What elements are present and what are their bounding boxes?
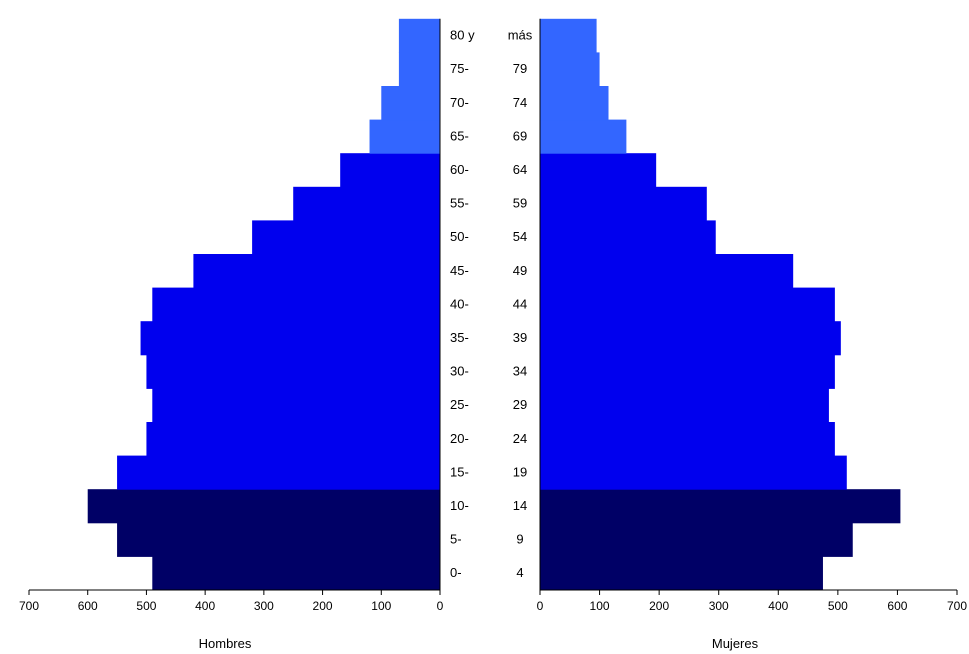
male-bar-1 [117,523,440,557]
male-bar-0 [152,556,440,590]
age-label-start-10: 50- [450,229,469,244]
age-label-end-13: 69 [513,128,527,143]
female-bar-16 [540,19,597,53]
age-label-start-7: 35- [450,330,469,345]
x-tick-label-right-0: 0 [537,599,544,613]
female-bar-9 [540,254,793,288]
female-bar-2 [540,489,900,523]
age-label-start-0: 0- [450,565,462,580]
male-bar-9 [193,254,440,288]
female-bar-3 [540,456,847,490]
female-bar-0 [540,556,823,590]
age-label-start-3: 15- [450,464,469,479]
x-tick-label-left-5: 200 [313,599,333,613]
female-bar-15 [540,52,600,86]
age-label-end-10: 54 [513,229,527,244]
age-label-end-9: 49 [513,263,527,278]
age-label-start-15: 75- [450,61,469,76]
male-bars [88,19,440,591]
male-bar-7 [141,321,440,355]
female-bar-7 [540,321,841,355]
age-label-end-14: 74 [513,95,527,110]
age-label-start-2: 10- [450,498,469,513]
male-bar-14 [381,86,440,120]
age-label-end-3: 19 [513,464,527,479]
age-label-end-0: 4 [516,565,523,580]
female-bar-1 [540,523,853,557]
x-tick-label-right-4: 400 [768,599,788,613]
male-bar-16 [399,19,440,53]
x-tick-label-left-1: 600 [78,599,98,613]
x-tick-label-right-3: 300 [709,599,729,613]
age-label-start-11: 55- [450,196,469,211]
male-bar-6 [146,355,440,389]
male-bar-3 [117,456,440,490]
female-bar-5 [540,388,829,422]
male-bar-4 [146,422,440,456]
x-tick-label-left-4: 300 [254,599,274,613]
female-bars [540,19,900,591]
age-label-end-4: 24 [513,431,527,446]
age-label-start-9: 45- [450,263,469,278]
x-tick-label-right-5: 500 [828,599,848,613]
x-tick-label-right-1: 100 [590,599,610,613]
age-label-start-1: 5- [450,532,462,547]
age-label-end-5: 29 [513,397,527,412]
age-label-start-5: 25- [450,397,469,412]
age-label-start-13: 65- [450,128,469,143]
age-label-end-1: 9 [516,532,523,547]
male-bar-5 [152,388,440,422]
female-bar-11 [540,187,707,221]
x-tick-label-left-2: 500 [136,599,156,613]
female-bar-10 [540,220,716,254]
male-bar-12 [340,153,440,187]
age-label-start-16: 80 y [450,28,475,43]
male-bar-10 [252,220,440,254]
female-bar-14 [540,86,609,120]
age-label-end-15: 79 [513,61,527,76]
age-label-end-6: 34 [513,364,527,379]
female-bar-6 [540,355,835,389]
x-axis-title-left: Hombres [199,636,252,651]
x-tick-label-right-2: 200 [649,599,669,613]
age-label-start-4: 20- [450,431,469,446]
age-label-start-6: 30- [450,364,469,379]
female-bar-13 [540,120,626,154]
age-label-start-12: 60- [450,162,469,177]
male-bar-11 [293,187,440,221]
male-bar-13 [370,120,440,154]
age-label-end-2: 14 [513,498,527,513]
x-tick-label-right-6: 600 [887,599,907,613]
age-label-start-8: 40- [450,296,469,311]
female-bar-8 [540,288,835,322]
male-bar-2 [88,489,440,523]
age-label-start-14: 70- [450,95,469,110]
age-label-end-12: 64 [513,162,527,177]
x-axis-title-right: Mujeres [712,636,759,651]
age-label-end-8: 44 [513,296,527,311]
x-tick-label-left-0: 700 [19,599,39,613]
male-bar-15 [399,52,440,86]
age-label-end-11: 59 [513,196,527,211]
x-tick-label-right-7: 700 [947,599,967,613]
female-bar-4 [540,422,835,456]
age-label-end-16: más [508,28,533,43]
x-tick-label-left-3: 400 [195,599,215,613]
x-tick-label-left-7: 0 [437,599,444,613]
age-label-end-7: 39 [513,330,527,345]
female-bar-12 [540,153,656,187]
male-bar-8 [152,288,440,322]
x-tick-label-left-6: 100 [371,599,391,613]
